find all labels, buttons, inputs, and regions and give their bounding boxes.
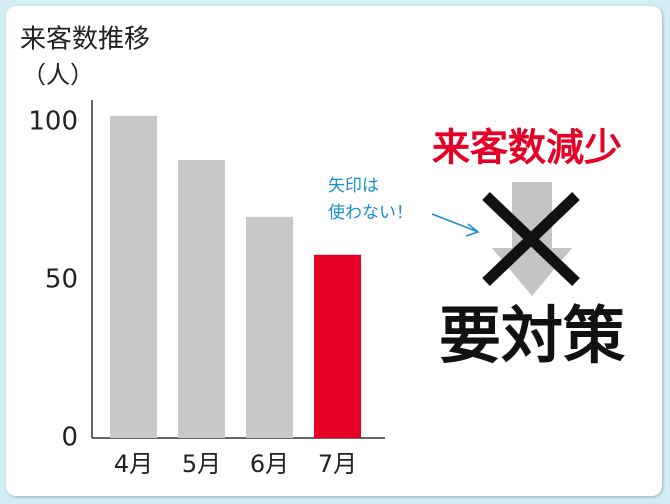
bar xyxy=(314,254,361,438)
note-line: 矢印は xyxy=(328,176,379,196)
headline: 来客数減少 xyxy=(432,126,622,170)
bar xyxy=(110,115,157,438)
x-tick-label: 7月 xyxy=(318,450,357,478)
y-axis-label: （人） xyxy=(22,61,94,89)
cross-mark xyxy=(482,192,580,286)
bar xyxy=(246,216,293,438)
note-arrow xyxy=(431,213,480,237)
chart-title: 来客数推移 xyxy=(20,25,150,55)
y-tick-label: 0 xyxy=(61,423,78,453)
x-tick-label: 6月 xyxy=(250,450,289,478)
note-line: 使わない！ xyxy=(328,202,413,223)
y-tick-label: 50 xyxy=(45,265,78,295)
bar xyxy=(178,160,225,439)
y-tick-label: 100 xyxy=(28,107,78,137)
x-tick-label: 5月 xyxy=(182,450,221,478)
x-tick-label: 4月 xyxy=(114,450,153,478)
conclusion: 要対策 xyxy=(439,299,625,372)
